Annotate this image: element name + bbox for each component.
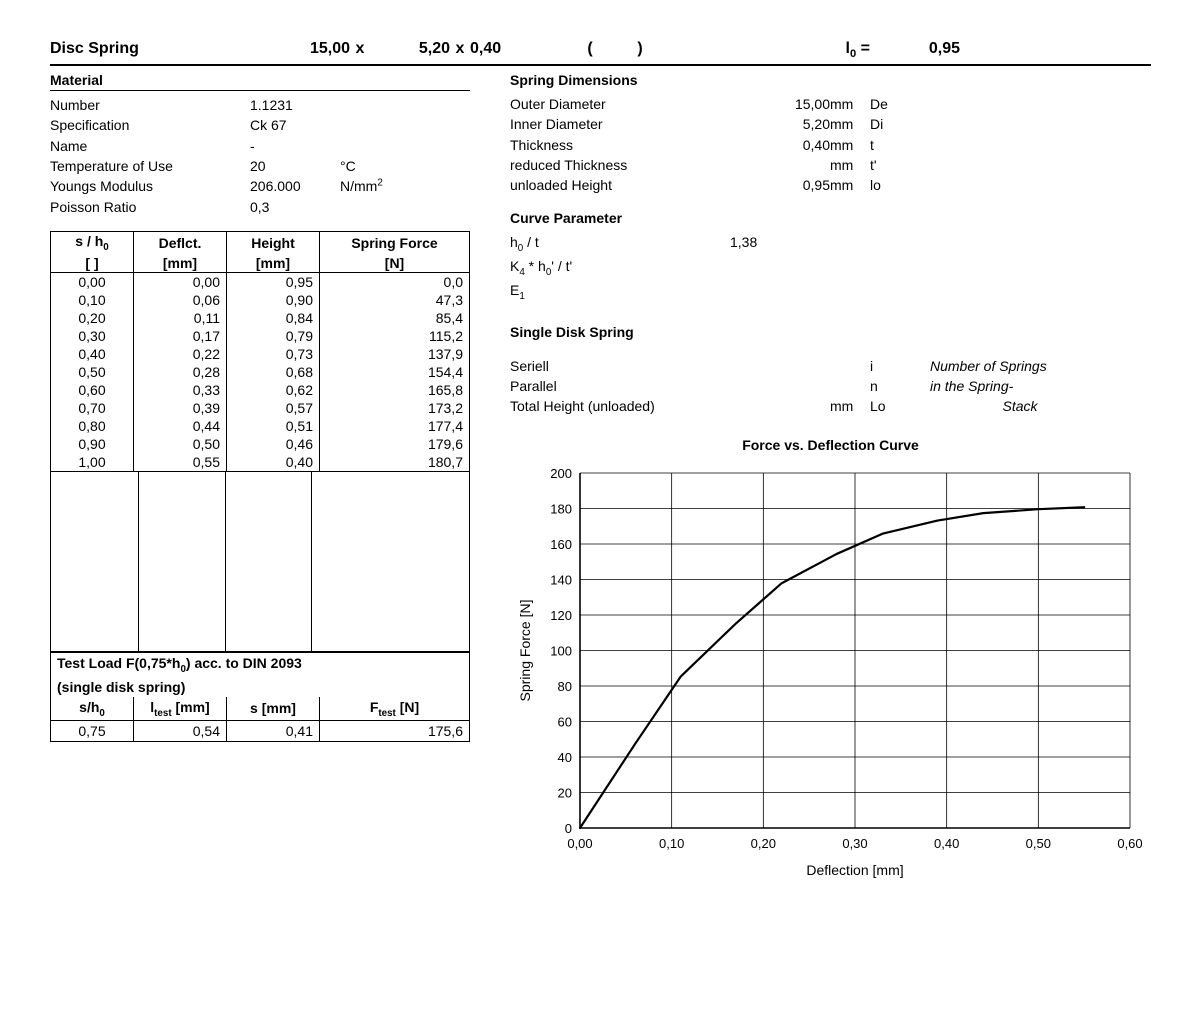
material-pr: Poisson Ratio 0,3 — [50, 197, 470, 217]
dim-rt: reduced Thickness mm t' — [510, 155, 1151, 175]
material-ym: Youngs Modulus 206.000 N/mm2 — [50, 176, 470, 196]
data-table: s / h0 Deflct. Height Spring Force [ ] [… — [50, 231, 470, 472]
hdr-lo-label: l0 = — [830, 40, 870, 60]
hdr-paren-r: ) — [610, 40, 670, 58]
test-title1: Test Load F(0,75*h0) acc. to DIN 2093 — [51, 652, 470, 676]
chart: 0,00 0,10 0,20 0,30 0,40 0,50 0,60 0 20 40 60 80 100… — [510, 463, 1151, 883]
svg-text:140: 140 — [550, 572, 572, 587]
table-row: 0,200,110,8485,4 — [51, 309, 470, 327]
single-ser: Seriell i Number of Springs — [510, 356, 1151, 376]
table-row: 0,600,330,62165,8 — [51, 381, 470, 399]
svg-text:Deflection [mm]: Deflection [mm] — [806, 862, 903, 878]
svg-text:0: 0 — [565, 821, 572, 836]
table-row: 1,000,550,40180,7 — [51, 453, 470, 472]
svg-text:40: 40 — [558, 750, 572, 765]
dims-title: Spring Dimensions — [510, 72, 1151, 90]
material-number: Number 1.1231 — [50, 95, 470, 115]
dim-t: Thickness 0,40 mm t — [510, 135, 1151, 155]
table-row: 0,900,500,46179,6 — [51, 435, 470, 453]
svg-text:0,10: 0,10 — [659, 836, 684, 851]
curve-r1: h0 / t 1,38 — [510, 232, 1151, 256]
table-row: 0,000,000,950,0 — [51, 272, 470, 291]
table-row: 0,300,170,79115,2 — [51, 327, 470, 345]
table-row: 0,500,280,68154,4 — [51, 363, 470, 381]
test-h2: ltest [mm] — [134, 697, 227, 721]
test-h4: Ftest [N] — [320, 697, 470, 721]
test-title2: (single disk spring) — [51, 677, 470, 697]
single-par: Parallel n in the Spring- — [510, 376, 1151, 396]
material-title: Material — [50, 72, 470, 91]
svg-text:0,00: 0,00 — [567, 836, 592, 851]
header-row: Disc Spring 15,00 x 5,20 x 0,40 ( ) l0 =… — [50, 40, 1151, 66]
single-th: Total Height (unloaded) mm Lo Stack — [510, 396, 1151, 416]
force-deflection-chart: 0,00 0,10 0,20 0,30 0,40 0,50 0,60 0 20 40 60 80 100… — [510, 463, 1150, 883]
svg-text:120: 120 — [550, 608, 572, 623]
curve-r3: E1 — [510, 280, 1151, 304]
hdr-paren-l: ( — [570, 40, 610, 58]
th-height: Height — [227, 231, 320, 253]
test-load-table: Test Load F(0,75*h0) acc. to DIN 2093 (s… — [50, 652, 470, 743]
right-column: Spring Dimensions Outer Diameter 15,00 m… — [510, 72, 1151, 882]
hdr-lo-value: 0,95 — [870, 40, 960, 58]
material-spec: Specification Ck 67 — [50, 115, 470, 135]
svg-text:Spring Force [N]: Spring Force [N] — [517, 599, 533, 701]
dim-od: Outer Diameter 15,00 mm De — [510, 94, 1151, 114]
table-row: 0,100,060,9047,3 — [51, 291, 470, 309]
hdr-x2: x — [450, 40, 470, 58]
blank-grid-box — [50, 472, 470, 652]
svg-text:0,20: 0,20 — [751, 836, 776, 851]
table-row: 0,800,440,51177,4 — [51, 417, 470, 435]
svg-text:0,50: 0,50 — [1026, 836, 1051, 851]
left-column: Material Number 1.1231 Specification Ck … — [50, 72, 470, 882]
dim-id: Inner Diameter 5,20 mm Di — [510, 114, 1151, 134]
hdr-x1: x — [350, 40, 370, 58]
svg-text:60: 60 — [558, 714, 572, 729]
th-deflct: Deflct. — [134, 231, 227, 253]
table-row: 0,400,220,73137,9 — [51, 345, 470, 363]
hdr-d1: 15,00 — [260, 40, 350, 58]
svg-text:180: 180 — [550, 501, 572, 516]
svg-text:0,30: 0,30 — [842, 836, 867, 851]
svg-text:0,40: 0,40 — [934, 836, 959, 851]
hdr-d2: 5,20 — [370, 40, 450, 58]
chart-title: Force vs. Deflection Curve — [510, 437, 1151, 453]
test-h3: s [mm] — [227, 697, 320, 721]
material-name: Name - — [50, 136, 470, 156]
svg-text:100: 100 — [550, 643, 572, 658]
svg-text:0,60: 0,60 — [1117, 836, 1142, 851]
test-row: 0,75 0,54 0,41 175,6 — [51, 721, 470, 742]
curve-title: Curve Parameter — [510, 210, 1151, 228]
test-h1: s/h0 — [51, 697, 134, 721]
svg-text:20: 20 — [558, 785, 572, 800]
title: Disc Spring — [50, 40, 260, 58]
th-force: Spring Force — [320, 231, 470, 253]
svg-text:80: 80 — [558, 679, 572, 694]
table-row: 0,700,390,57173,2 — [51, 399, 470, 417]
dim-uh: unloaded Height 0,95 mm lo — [510, 175, 1151, 195]
material-temp: Temperature of Use 20 °C — [50, 156, 470, 176]
curve-r2: K4 * h0' / t' — [510, 256, 1151, 280]
svg-text:200: 200 — [550, 466, 572, 481]
th-sh0: s / h0 — [51, 231, 134, 253]
svg-text:160: 160 — [550, 537, 572, 552]
hdr-d3: 0,40 — [470, 40, 570, 58]
single-title: Single Disk Spring — [510, 324, 1151, 342]
